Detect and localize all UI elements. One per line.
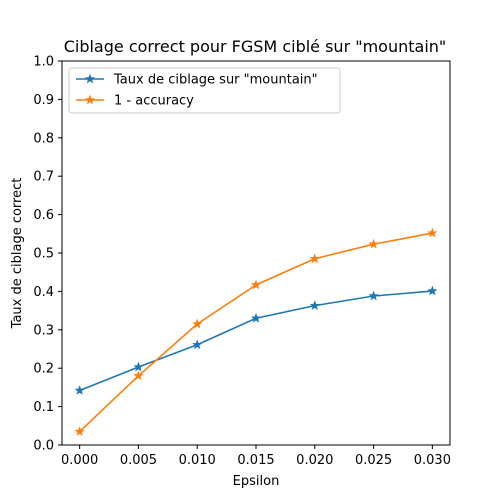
- data-point: [192, 318, 203, 329]
- series-0: [74, 285, 438, 395]
- chart-title: Ciblage correct pour FGSM ciblé sur "mou…: [64, 37, 447, 56]
- x-tick-label: 0.005: [120, 453, 157, 468]
- legend-marker: [84, 94, 96, 105]
- data-point: [427, 285, 438, 296]
- data-point: [250, 312, 262, 323]
- data-point: [368, 238, 379, 249]
- y-tick-label: 0.5: [33, 247, 54, 262]
- data-point: [309, 253, 320, 264]
- data-point: [133, 361, 144, 372]
- x-tick-label: 0.030: [414, 453, 451, 468]
- data-point: [74, 426, 85, 436]
- y-tick-label: 0.4: [33, 285, 54, 300]
- x-tick-label: 0.020: [296, 453, 333, 468]
- data-point: [133, 370, 144, 381]
- x-tick-label: 0.025: [355, 453, 392, 468]
- series-1: [74, 227, 438, 436]
- legend: Taux de ciblage sur "mountain" 1 - accura…: [68, 67, 341, 114]
- y-axis: 0.0 0.1 0.2 0.3 0.4 0.5 0.6 0.7 0.8 0.9 1.0: [33, 55, 62, 454]
- y-tick-label: 0.1: [33, 400, 54, 415]
- x-axis: 0.000 0.005 0.010 0.015 0.020 0.025 0.030: [61, 445, 451, 468]
- y-tick-label: 0.7: [33, 170, 54, 185]
- data-point: [74, 385, 85, 395]
- data-point: [250, 279, 262, 290]
- legend-box: [68, 67, 341, 114]
- legend-item: 1 - accuracy: [76, 94, 194, 109]
- legend-marker: [84, 73, 96, 84]
- data-point: [427, 227, 438, 238]
- y-tick-label: 0.8: [33, 131, 54, 146]
- y-tick-label: 0.0: [33, 439, 54, 454]
- data-point: [309, 300, 320, 310]
- y-tick-label: 0.2: [33, 362, 54, 377]
- legend-label: Taux de ciblage sur "mountain": [113, 73, 318, 88]
- legend-label: 1 - accuracy: [114, 94, 194, 109]
- y-tick-label: 0.6: [33, 208, 54, 223]
- x-tick-label: 0.000: [61, 453, 98, 468]
- x-axis-label: Epsilon: [233, 474, 280, 489]
- y-tick-label: 0.9: [33, 93, 54, 108]
- y-tick-label: 0.3: [33, 323, 54, 338]
- legend-item: Taux de ciblage sur "mountain": [76, 73, 318, 88]
- data-point: [192, 339, 203, 350]
- data-point: [368, 290, 379, 301]
- x-tick-label: 0.010: [179, 453, 216, 468]
- y-axis-label: Taux de ciblage correct: [10, 178, 25, 330]
- x-tick-label: 0.015: [237, 453, 274, 468]
- y-tick-label: 1.0: [33, 55, 54, 70]
- plot-area: [74, 227, 438, 436]
